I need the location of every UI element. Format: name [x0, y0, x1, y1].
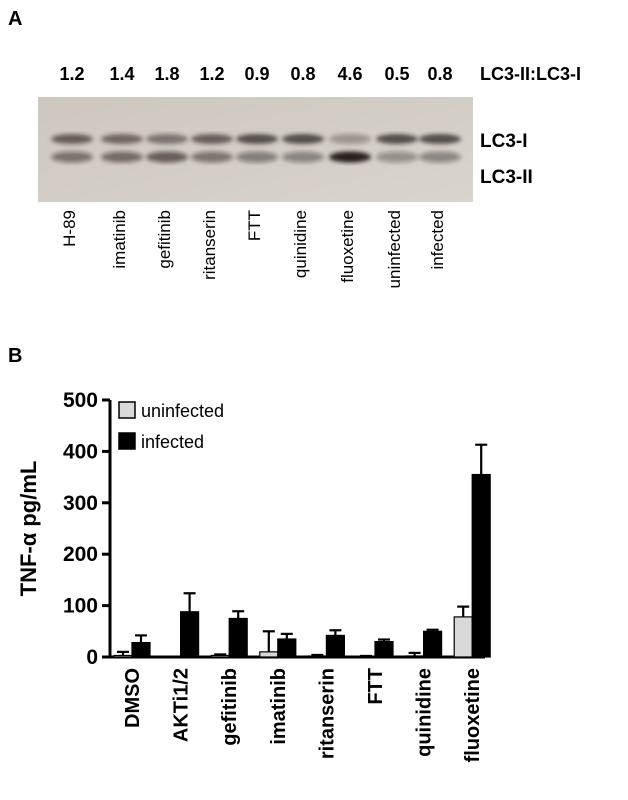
lc3-ii-band — [236, 151, 278, 163]
y-tick-label: 100 — [63, 595, 98, 618]
legend-swatch — [118, 401, 136, 419]
lc3-ii-band — [51, 151, 93, 163]
x-category-label: gefitinib — [219, 668, 241, 746]
infected-bar — [228, 617, 248, 658]
uninfected-bar — [113, 654, 133, 658]
lc3-i-band — [146, 134, 188, 144]
lc3-i-band — [191, 134, 233, 144]
western-blot-image — [38, 97, 473, 202]
lane-label: ritanserin — [200, 210, 219, 280]
lane-label: quinidine — [291, 210, 310, 279]
x-category-label: quinidine — [414, 668, 436, 757]
legend-label: infected — [141, 432, 204, 452]
lc3-ii-band — [146, 151, 188, 163]
y-tick-label: 300 — [63, 492, 98, 515]
ratio-value: 1.2 — [199, 64, 225, 84]
lc3-ii-band — [419, 151, 461, 163]
infected-bar — [131, 642, 151, 658]
x-category-label: ritanserin — [316, 668, 338, 759]
lc3-ii-band — [376, 151, 418, 163]
y-tick-label: 0 — [86, 646, 98, 669]
lane-label: fluoxetine — [338, 210, 357, 283]
lane-label: infected — [428, 210, 447, 270]
uninfected-bar — [259, 651, 279, 658]
x-category-label: imatinib — [268, 668, 290, 745]
legend-label: uninfected — [141, 401, 224, 421]
lc3-ii-band — [282, 151, 324, 163]
lc3-i-band — [376, 134, 418, 144]
tnf-bar-chart: 0 100 200 300 400 500 TNF-α pg/mL DMSO AKTi1/2 ge… — [16, 389, 491, 762]
y-tick-label: 400 — [63, 440, 98, 463]
infected-bar — [325, 634, 345, 658]
lane-label: uninfected — [385, 210, 404, 289]
ratio-label: LC3-II:LC3-I — [480, 64, 581, 84]
lc3-i-band — [101, 134, 143, 144]
lane-label: imatinib — [110, 210, 129, 269]
uninfected-bar — [405, 655, 425, 658]
x-category-label: FTT — [365, 668, 387, 705]
ratio-value: 0.5 — [384, 64, 410, 84]
lc3-ii-band — [329, 151, 371, 163]
uninfected-bar — [210, 654, 230, 658]
y-axis-label: TNF-α pg/mL — [16, 461, 41, 597]
lc3-i-band — [236, 134, 278, 144]
infected-bar — [423, 630, 443, 658]
lane-label: FTT — [245, 210, 264, 242]
ratio-value: 1.8 — [154, 64, 180, 84]
panel-a-letter: A — [8, 8, 23, 30]
x-category-label: AKTi1/2 — [171, 668, 193, 742]
ratio-value: 1.4 — [109, 64, 135, 84]
panel-b-letter: B — [8, 345, 23, 367]
y-tick-label: 200 — [63, 543, 98, 566]
infected-bar — [180, 611, 200, 658]
infected-bar — [277, 638, 297, 658]
x-category-label: fluoxetine — [462, 668, 484, 762]
lane-label: gefitinib — [155, 210, 174, 269]
ratio-value: 1.2 — [59, 64, 85, 84]
lc3-ii-band — [191, 151, 233, 163]
ratio-value: 0.8 — [290, 64, 316, 84]
lane-label: H-89 — [60, 210, 79, 247]
infected-bar — [374, 640, 394, 658]
lc3-i-band — [419, 134, 461, 144]
legend-swatch — [118, 432, 136, 450]
ratio-value: 4.6 — [337, 64, 363, 84]
band-label-lc3-i: LC3-I — [480, 131, 528, 152]
band-label-lc3-ii: LC3-II — [480, 167, 533, 188]
uninfected-bar — [453, 616, 473, 658]
uninfected-bar — [307, 655, 327, 658]
x-category-label: DMSO — [122, 668, 144, 728]
ratio-value: 0.8 — [427, 64, 453, 84]
y-tick-label: 500 — [63, 389, 98, 412]
ratio-value: 0.9 — [244, 64, 270, 84]
lc3-i-band — [329, 134, 371, 144]
lc3-i-band — [282, 134, 324, 144]
lc3-i-band — [51, 134, 93, 144]
infected-bar — [471, 473, 491, 658]
lc3-ii-band — [101, 151, 143, 163]
